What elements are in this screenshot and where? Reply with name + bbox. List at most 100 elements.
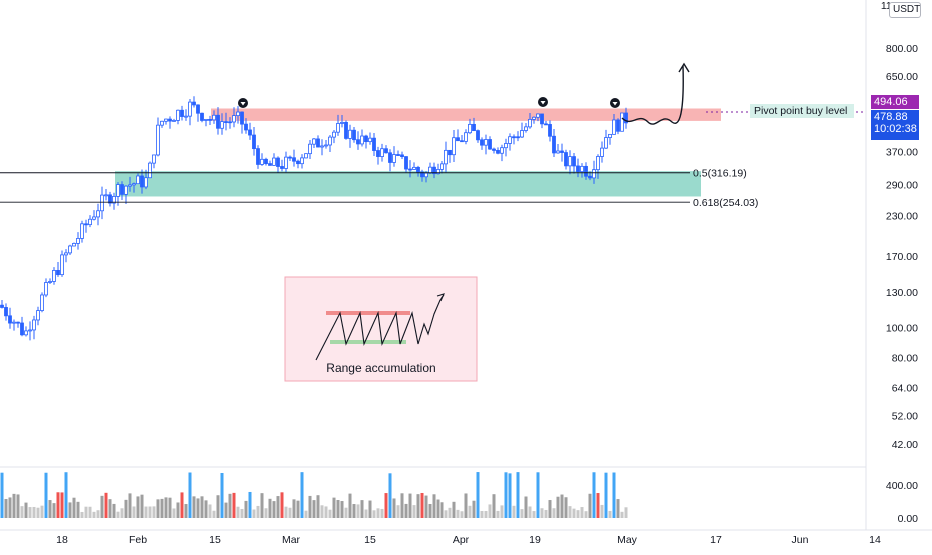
candle-body: [572, 156, 576, 167]
candle-body: [244, 123, 248, 131]
volume-bar: [412, 505, 416, 518]
volume-bar: [48, 500, 52, 518]
candle-body: [224, 121, 228, 123]
candle-body: [356, 139, 360, 145]
candle-body: [452, 137, 456, 156]
candle-body: [268, 163, 272, 166]
countdown-timer: 10:02:38: [874, 123, 917, 135]
candle-body: [484, 139, 488, 146]
volume-bar: [156, 499, 160, 518]
candle-body: [76, 238, 80, 244]
volume-bar: [568, 506, 572, 518]
time-tick-1: Feb: [129, 534, 147, 546]
volume-bar: [556, 496, 560, 518]
volume-bar: [600, 504, 604, 518]
volume-bar: [420, 492, 424, 518]
candle-body: [192, 101, 196, 106]
candle-body: [132, 183, 136, 186]
candle-body: [336, 123, 340, 133]
time-tick-10: 14: [869, 534, 881, 546]
candle-body: [204, 118, 208, 121]
candle-body: [156, 124, 160, 156]
volume-bar: [32, 506, 36, 518]
volume-bar: [444, 510, 448, 518]
volume-bar: [604, 472, 608, 518]
volume-bar: [196, 498, 200, 518]
last-price-badge: 478.88 10:02:38: [871, 110, 919, 140]
volume-bar: [176, 502, 180, 518]
candle-body: [348, 129, 352, 139]
volume-bar: [172, 508, 176, 518]
volume-bar: [616, 499, 620, 518]
candle-body: [464, 132, 468, 142]
candle-body: [316, 138, 320, 148]
volume-bar: [60, 492, 64, 518]
volume-bar: [376, 508, 380, 518]
volume-bar: [484, 510, 488, 518]
volume-bar: [100, 495, 104, 518]
volume-bar: [476, 472, 480, 518]
candle-body: [624, 112, 628, 124]
candle-body: [160, 120, 164, 126]
volume-bar: [620, 511, 624, 518]
volume-bar: [164, 497, 168, 518]
candle-body: [36, 310, 40, 321]
volume-bar: [548, 500, 552, 518]
zones-layer: [115, 108, 721, 197]
pivot-label: Pivot point buy level: [754, 105, 847, 117]
candle-body: [108, 194, 112, 204]
volume-bar: [160, 498, 164, 518]
price-tick-11: 64.00: [892, 382, 918, 394]
fib-layer: 0.5(316.19) 0.618(254.03): [0, 168, 758, 209]
volume-bar: [356, 504, 360, 518]
candle-body: [300, 157, 304, 165]
volume-bar: [428, 503, 432, 518]
volume-bar: [64, 472, 68, 518]
candle-body: [540, 113, 544, 125]
candle-body: [384, 148, 388, 154]
volume-bar: [544, 509, 548, 518]
candle-body: [16, 321, 20, 324]
volume-bar: [512, 505, 516, 518]
time-tick-3: Mar: [282, 534, 301, 546]
volume-bar: [440, 502, 444, 518]
volume-bar: [112, 503, 116, 518]
inset-support: [330, 340, 406, 344]
candle-body: [228, 121, 232, 124]
currency-button[interactable]: USDT: [889, 2, 921, 18]
volume-bar: [364, 509, 368, 518]
volume-bar: [292, 499, 296, 518]
candle-body: [32, 319, 36, 331]
volume-bar: [404, 503, 408, 518]
volume-bar: [508, 473, 512, 518]
volume-bar: [8, 497, 12, 518]
volume-bar: [120, 508, 124, 518]
candle-body: [96, 210, 100, 218]
candle-body: [516, 136, 520, 139]
volume-bar: [352, 504, 356, 518]
volume-bar: [332, 497, 336, 518]
inset-arrow-icon: [436, 293, 445, 302]
price-tick-5: 290.00: [886, 179, 918, 191]
volume-bar: [0, 472, 4, 518]
volume-bar: [208, 504, 212, 518]
candle-body: [588, 175, 592, 179]
candle-body: [240, 111, 244, 125]
candle-body: [612, 119, 616, 135]
candle-body: [184, 115, 188, 118]
time-axis[interactable]: 18 Feb 15 Mar 15 Apr 19 May 17 Jun 14: [56, 534, 881, 546]
price-tick-6: 230.00: [886, 211, 918, 223]
candle-body: [200, 112, 204, 121]
volume-bar: [392, 498, 396, 518]
candle-body: [4, 307, 8, 317]
time-tick-7: May: [617, 534, 638, 546]
price-tick-7: 170.00: [886, 251, 918, 263]
support-zone: [115, 171, 701, 197]
heart-marker-glyph: [240, 102, 246, 106]
volume-bar: [524, 496, 528, 518]
volume-bar: [488, 504, 492, 518]
time-tick-9: Jun: [792, 534, 809, 546]
